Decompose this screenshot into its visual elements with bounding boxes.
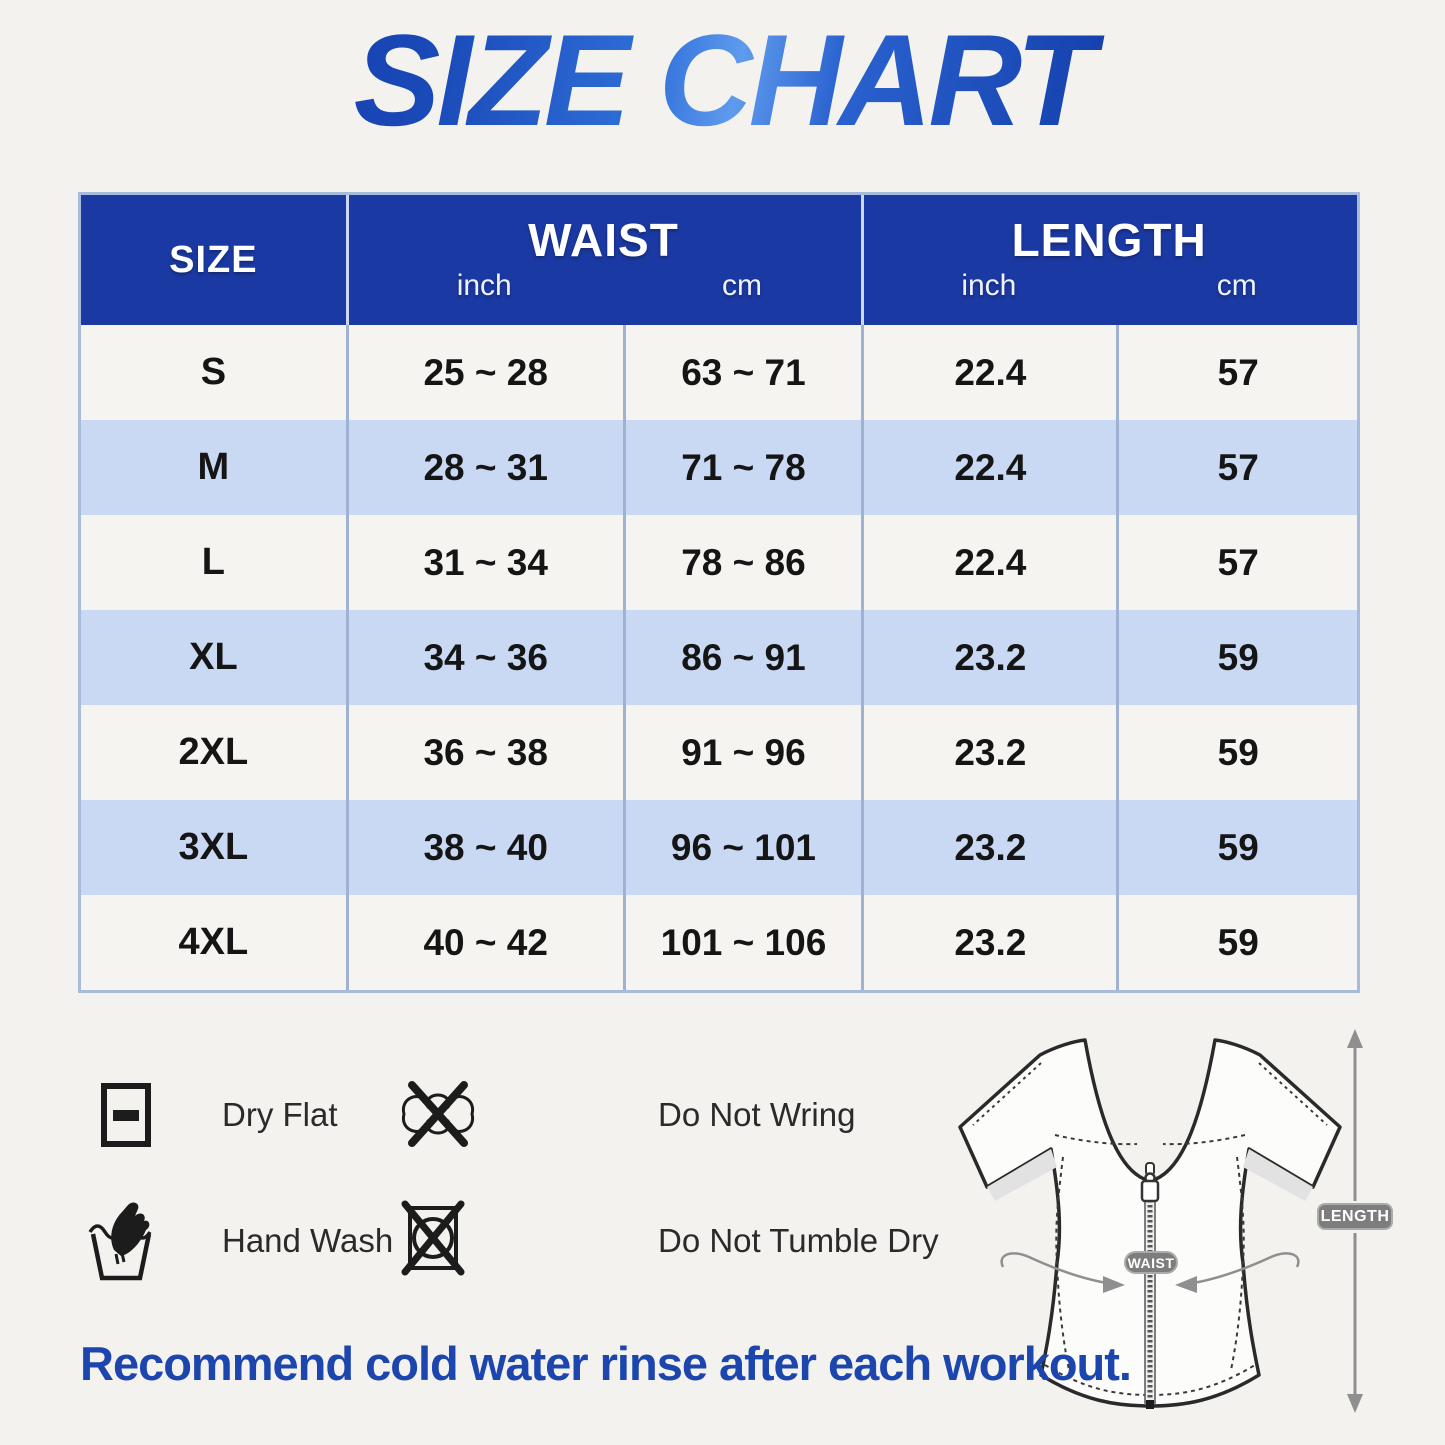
- cell-size: M: [197, 446, 230, 488]
- dry-flat-icon: [100, 1082, 152, 1153]
- cell-waist-cm: 63 ~ 71: [622, 325, 862, 420]
- cell-waist-cm: 71 ~ 78: [622, 420, 862, 515]
- cell-size: L: [201, 541, 225, 583]
- cell-length-cm: 57: [1116, 420, 1357, 515]
- header-waist-cm-unit: cm: [721, 269, 762, 302]
- cell-length-cm: 59: [1116, 705, 1357, 800]
- care-label: Do Not Wring: [658, 1096, 856, 1133]
- cell-waist-inch: 28 ~ 31: [345, 420, 623, 515]
- header-size: SIZE: [169, 238, 258, 281]
- table-body: S 25 ~ 28 63 ~ 71 22.4 57 M 28 ~ 31 71 ~…: [81, 325, 1357, 990]
- page-title: SIZE CHART: [0, 7, 1445, 154]
- cell-length-cm: 59: [1116, 895, 1357, 990]
- cell-length-cm: 57: [1116, 325, 1357, 420]
- header-divider: [345, 195, 349, 325]
- cell-length-inch: 22.4: [861, 515, 1116, 610]
- header-waist: WAIST: [528, 214, 679, 266]
- cell-size: 2XL: [178, 731, 249, 773]
- cell-waist-cm: 86 ~ 91: [622, 610, 862, 705]
- cell-waist-inch: 38 ~ 40: [345, 800, 623, 895]
- table-row: 3XL 38 ~ 40 96 ~ 101 23.2 59: [81, 800, 1357, 895]
- cell-length-inch: 22.4: [861, 325, 1116, 420]
- size-table: SIZE WAIST LENGTH inch cm inch cm S 25 ~…: [78, 192, 1360, 993]
- cell-waist-inch: 31 ~ 34: [345, 515, 623, 610]
- cell-waist-cm: 96 ~ 101: [622, 800, 862, 895]
- header-divider: [861, 195, 865, 325]
- cell-length-inch: 22.4: [861, 420, 1116, 515]
- header-waist-inch-unit: inch: [456, 269, 512, 302]
- cell-waist-cm: 91 ~ 96: [622, 705, 862, 800]
- header-length-inch-unit: inch: [961, 269, 1017, 302]
- cell-length-inch: 23.2: [861, 800, 1116, 895]
- header-length-cm-unit: cm: [1216, 269, 1257, 302]
- cell-size: XL: [189, 636, 238, 678]
- length-measure-badge: LENGTH: [1317, 1203, 1393, 1230]
- table-row: 2XL 36 ~ 38 91 ~ 96 23.2 59: [81, 705, 1357, 800]
- waist-measure-badge: WAIST: [1124, 1251, 1178, 1274]
- care-label: Dry Flat: [222, 1096, 338, 1133]
- cell-waist-cm: 78 ~ 86: [622, 515, 862, 610]
- do-not-wring-icon: [396, 1080, 480, 1153]
- cell-length-cm: 59: [1116, 610, 1357, 705]
- cell-waist-inch: 40 ~ 42: [345, 895, 623, 990]
- cell-length-inch: 23.2: [861, 705, 1116, 800]
- cell-length-inch: 23.2: [861, 610, 1116, 705]
- table-row: S 25 ~ 28 63 ~ 71 22.4 57: [81, 325, 1357, 420]
- care-label: Do Not Tumble Dry: [658, 1222, 939, 1259]
- table-header: SIZE WAIST LENGTH inch cm inch cm: [81, 195, 1357, 325]
- table-row: 4XL 40 ~ 42 101 ~ 106 23.2 59: [81, 895, 1357, 990]
- cell-length-cm: 57: [1116, 515, 1357, 610]
- do-not-tumble-dry-icon: [400, 1198, 466, 1283]
- cell-size: S: [200, 351, 227, 393]
- hand-wash-icon: [88, 1198, 154, 1287]
- cell-waist-inch: 36 ~ 38: [345, 705, 623, 800]
- care-label: Hand Wash: [222, 1222, 394, 1259]
- cell-length-inch: 23.2: [861, 895, 1116, 990]
- table-row: L 31 ~ 34 78 ~ 86 22.4 57: [81, 515, 1357, 610]
- cell-waist-inch: 34 ~ 36: [345, 610, 623, 705]
- cell-waist-inch: 25 ~ 28: [345, 325, 623, 420]
- cell-size: 3XL: [178, 826, 249, 868]
- cell-length-cm: 59: [1116, 800, 1357, 895]
- table-row: M 28 ~ 31 71 ~ 78 22.4 57: [81, 420, 1357, 515]
- header-length: LENGTH: [1011, 214, 1207, 266]
- cell-size: 4XL: [178, 921, 249, 963]
- table-row: XL 34 ~ 36 86 ~ 91 23.2 59: [81, 610, 1357, 705]
- garment-diagram: [958, 1029, 1363, 1413]
- cell-waist-cm: 101 ~ 106: [622, 895, 862, 990]
- footer-note: Recommend cold water rinse after each wo…: [80, 1337, 1132, 1390]
